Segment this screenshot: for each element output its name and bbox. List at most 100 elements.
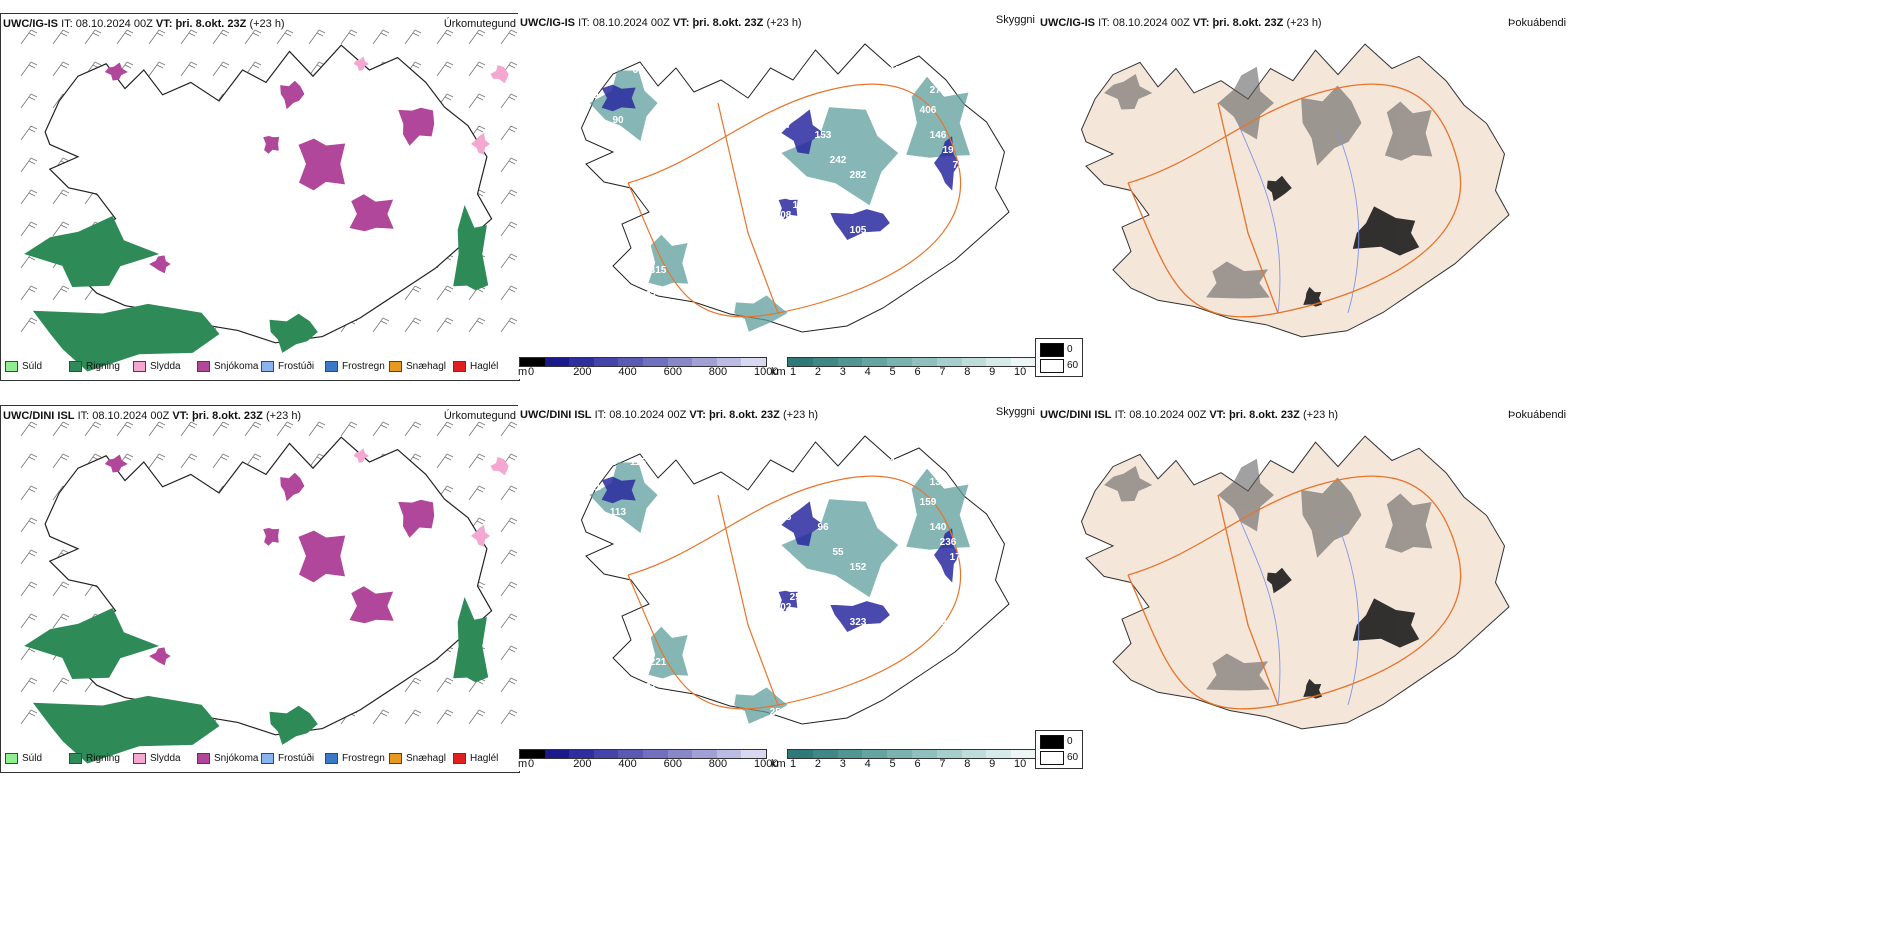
legend-label: Frostregn bbox=[342, 753, 385, 765]
legend-item: Slydda bbox=[133, 361, 181, 372]
legend-label: Frostúði bbox=[278, 361, 315, 373]
ceiling-label: 67 bbox=[632, 65, 644, 76]
fog-map bbox=[1080, 43, 1510, 338]
ceiling-label: 79 bbox=[952, 160, 964, 171]
colorbar-step bbox=[961, 358, 987, 366]
ceiling-label: 469 bbox=[930, 617, 947, 628]
snow-area bbox=[104, 454, 128, 473]
wind-barb bbox=[244, 29, 262, 45]
panel-title: UWC/DINI ISL IT: 08.10.2024 00Z VT: þri.… bbox=[3, 410, 302, 422]
visibility-area bbox=[781, 107, 899, 206]
precip-legend: Súld Rigning Slydda Snjókoma Frostúði Frostre… bbox=[5, 361, 515, 375]
ceiling-label: 153 bbox=[815, 130, 832, 141]
fog-label-60: 60 bbox=[1067, 752, 1079, 763]
ceiling-label: 140 bbox=[910, 165, 927, 176]
precip-panel-top: UWC/IG-IS IT: 08.10.2024 00Z VT: þri. 8.… bbox=[0, 13, 520, 381]
colorbar-step bbox=[544, 750, 570, 758]
visibility-area bbox=[781, 499, 899, 598]
wind-barb bbox=[500, 93, 518, 109]
tick-label: 4 bbox=[864, 758, 871, 770]
road bbox=[717, 494, 779, 706]
tick-label: 800 bbox=[708, 758, 728, 770]
ring-road bbox=[627, 83, 961, 318]
ceiling-label: 113 bbox=[610, 507, 627, 518]
wind-barb bbox=[404, 29, 422, 45]
fog-shading bbox=[1104, 66, 1433, 299]
wind-barb bbox=[20, 61, 38, 77]
ceiling-area bbox=[601, 84, 636, 112]
legend-item: Snjókoma bbox=[197, 753, 258, 764]
fog-dense-area bbox=[1352, 206, 1420, 256]
ceiling-unit: m bbox=[518, 758, 528, 770]
ceiling-area bbox=[778, 590, 798, 612]
fog-dense-area bbox=[1303, 678, 1323, 699]
ceiling-label: 152 bbox=[850, 562, 867, 573]
snow-area bbox=[398, 107, 435, 146]
ceiling-label: 98 bbox=[817, 190, 829, 201]
ceiling-unit: m bbox=[518, 366, 528, 378]
precip-legend: Súld Rigning Slydda Snjókoma Frostúði Frostre… bbox=[5, 753, 515, 767]
river bbox=[1337, 132, 1360, 314]
fog-area bbox=[1384, 101, 1433, 161]
visibility-area bbox=[648, 626, 689, 679]
cloud-panel-top: UWC/IG-IS IT: 08.10.2024 00Z VT: þri. 8.… bbox=[518, 13, 1038, 379]
iceland-outline bbox=[580, 43, 1010, 333]
panel-title: UWC/IG-IS IT: 08.10.2024 00Z VT: þri. 8.… bbox=[1040, 17, 1322, 29]
legend-item: Haglél bbox=[453, 753, 498, 764]
fog-dense-area bbox=[1266, 567, 1292, 594]
wind-barb bbox=[468, 709, 486, 725]
ceiling-label: 92 bbox=[872, 245, 884, 256]
wind-barb bbox=[148, 453, 166, 469]
colorbar-step bbox=[520, 750, 545, 758]
colorbar-step bbox=[618, 750, 643, 758]
ceiling-label: 159 bbox=[890, 65, 907, 76]
colorbar-step bbox=[911, 750, 937, 758]
tick-label: 400 bbox=[618, 758, 637, 770]
wind-barb bbox=[52, 677, 70, 693]
fog-dense-area bbox=[1352, 598, 1420, 648]
colorbar-step bbox=[862, 358, 888, 366]
ceiling-label: 323 bbox=[850, 617, 867, 628]
ceiling-label: 90 bbox=[612, 115, 624, 126]
fog-area bbox=[1384, 493, 1433, 553]
panel-title: UWC/DINI ISL IT: 08.10.2024 00Z VT: þri.… bbox=[1040, 409, 1339, 421]
wind-barb bbox=[20, 517, 38, 533]
legend-item: Súld bbox=[5, 361, 42, 372]
legend-item: Snæhagl bbox=[389, 753, 446, 764]
legend-label: Slydda bbox=[150, 753, 181, 765]
fog-swatch-0 bbox=[1040, 343, 1064, 357]
panel-name: Skyggni bbox=[995, 14, 1035, 26]
visibility-colorbar bbox=[787, 749, 1037, 759]
colorbar-step bbox=[642, 750, 668, 758]
ceiling-label: 140 bbox=[930, 522, 947, 533]
wind-barb bbox=[180, 29, 198, 45]
legend-swatch bbox=[325, 361, 338, 372]
wind-barb bbox=[468, 485, 486, 501]
legend-label: Snjókoma bbox=[214, 753, 259, 765]
visibility-unit: km bbox=[771, 366, 786, 378]
wind-barb bbox=[52, 453, 70, 469]
wind-barb bbox=[468, 61, 486, 77]
sleet-area bbox=[353, 56, 369, 71]
legend-item: Snæhagl bbox=[389, 361, 446, 372]
colorbar-step bbox=[716, 750, 742, 758]
wind-barb bbox=[500, 645, 518, 661]
colorbar-step bbox=[1011, 358, 1036, 366]
visibility-ticks: 1 2 3 4 5 6 7 8 9 10 bbox=[790, 366, 1038, 380]
wind-barb bbox=[500, 421, 518, 437]
legend-item: Rigning bbox=[69, 753, 120, 764]
sleet-area bbox=[471, 132, 490, 155]
wind-barb bbox=[212, 29, 230, 45]
rivers bbox=[1237, 514, 1360, 706]
ceiling-label: 10 bbox=[767, 100, 779, 111]
wind-barb bbox=[212, 61, 230, 77]
tick-label: 1 bbox=[790, 758, 797, 770]
ceiling-label: 96 bbox=[817, 522, 829, 533]
wind-barb bbox=[436, 285, 454, 301]
wind-barb bbox=[500, 125, 518, 141]
roads bbox=[1127, 83, 1462, 318]
colorbar-step bbox=[544, 358, 570, 366]
ceiling-label: 282 bbox=[850, 170, 867, 181]
ring-road bbox=[1127, 475, 1462, 710]
